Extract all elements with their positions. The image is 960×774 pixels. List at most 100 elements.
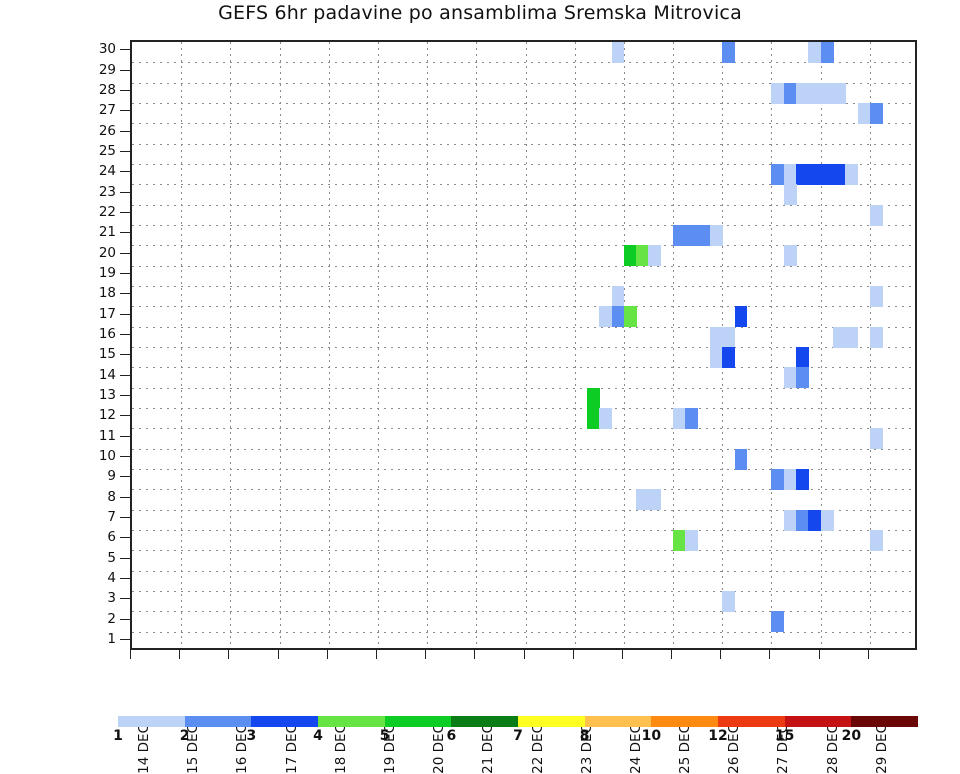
colorbar-segment [384, 716, 452, 727]
heatmap-cell [869, 204, 883, 226]
heatmap-cell [734, 448, 748, 470]
y-tick-mark [120, 232, 130, 234]
y-tick-label: 21 [98, 224, 116, 241]
heatmap-cell [796, 367, 809, 389]
heatmap-cell [832, 326, 846, 348]
x-tick-mark [375, 650, 377, 659]
x-tick-mark [572, 650, 574, 659]
y-tick-mark [120, 618, 130, 620]
y-tick-label: 7 [107, 508, 116, 525]
vertical-gridline [820, 42, 822, 648]
horizontal-gridline [132, 143, 915, 145]
horizontal-gridline [132, 489, 915, 491]
y-tick-label: 16 [98, 325, 116, 342]
y-tick-label: 12 [98, 407, 116, 424]
x-tick-mark [818, 650, 820, 659]
y-tick-mark [120, 150, 130, 152]
horizontal-gridline [132, 530, 915, 531]
colorbar-tick-label: 1 [113, 728, 123, 744]
y-tick-label: 18 [98, 285, 116, 302]
heatmap-cell [648, 245, 662, 267]
horizontal-gridline [132, 428, 915, 430]
heatmap-cell [709, 347, 723, 368]
y-tick-label: 22 [98, 203, 116, 220]
y-tick-mark [120, 313, 130, 315]
y-tick-label: 28 [98, 81, 116, 98]
heatmap-cell [722, 347, 736, 368]
colorbar-tick-label: 15 [774, 728, 795, 744]
colorbar-segment [584, 716, 652, 727]
colorbar-segment [118, 716, 186, 727]
y-tick-mark [120, 638, 130, 640]
heatmap-cell [783, 164, 797, 185]
y-tick-mark [120, 191, 130, 193]
y-tick-mark [120, 49, 130, 51]
heatmap-cell [586, 408, 600, 429]
horizontal-gridline [132, 62, 915, 64]
y-tick-mark [120, 455, 130, 457]
vertical-gridline [623, 42, 625, 648]
heatmap-cell [796, 347, 809, 368]
y-tick-mark [120, 374, 130, 376]
horizontal-gridline [132, 367, 915, 369]
heatmap-cell [869, 326, 883, 348]
horizontal-gridline [132, 306, 915, 308]
y-tick-mark [120, 496, 130, 498]
horizontal-gridline [132, 469, 915, 470]
horizontal-gridline [132, 611, 915, 613]
colorbar-segment [518, 716, 586, 727]
heatmap-cell [869, 530, 883, 551]
colorbar-segment [718, 716, 786, 727]
y-tick-label: 29 [98, 61, 116, 78]
x-tick-mark [179, 650, 181, 659]
horizontal-gridline [132, 123, 915, 125]
y-tick-mark [120, 516, 130, 518]
vertical-gridline [525, 42, 527, 648]
heatmap-cell [771, 82, 785, 104]
plot-area [130, 40, 917, 650]
y-tick-label: 2 [107, 610, 116, 627]
vertical-gridline [279, 42, 281, 648]
y-tick-label: 20 [98, 244, 116, 261]
colorbar-tick-label: 12 [708, 728, 728, 744]
heatmap-cell [611, 286, 625, 307]
heatmap-cell [709, 225, 723, 246]
heatmap-cell [636, 245, 650, 267]
heatmap-cell [820, 509, 834, 531]
y-tick-label: 6 [107, 529, 116, 546]
x-tick-mark [130, 650, 131, 659]
colorbar-segment [451, 716, 519, 727]
colorbar-tick-label: 5 [379, 728, 390, 744]
y-tick-label: 17 [98, 305, 116, 322]
vertical-gridline [673, 42, 675, 648]
horizontal-gridline [132, 347, 915, 348]
horizontal-gridline [132, 591, 915, 592]
heatmap-cell [623, 245, 637, 267]
heatmap-cell [771, 469, 785, 490]
colorbar-tick-label: 7 [513, 728, 523, 744]
heatmap-cell [845, 164, 859, 185]
y-tick-mark [120, 130, 130, 132]
colorbar-tick-label: 6 [446, 728, 457, 744]
heatmap-cell [796, 164, 809, 185]
heatmap-cell [722, 42, 736, 63]
heatmap-cell [808, 509, 822, 531]
x-tick-mark [425, 650, 427, 659]
heatmap-cell [722, 591, 736, 612]
y-tick-label: 9 [107, 468, 116, 485]
y-tick-label: 23 [98, 183, 116, 200]
heatmap-cell [783, 509, 797, 531]
y-tick-label: 4 [107, 569, 116, 586]
heatmap-cell [599, 306, 613, 328]
colorbar-tick-label: 4 [313, 728, 323, 744]
y-tick-label: 3 [107, 590, 116, 607]
colorbar-segment [784, 716, 852, 727]
colorbar-segment [651, 716, 719, 727]
x-axis: 14 DEC 15 DEC 16 DEC 17 DEC 18 DEC 19 DEC 20 D… [130, 650, 917, 774]
horizontal-gridline [132, 408, 915, 409]
heatmap-cell [783, 469, 797, 490]
heatmap-cell [808, 82, 822, 104]
heatmap-cell [673, 225, 686, 246]
y-tick-mark [120, 577, 130, 579]
y-tick-mark [120, 171, 130, 173]
